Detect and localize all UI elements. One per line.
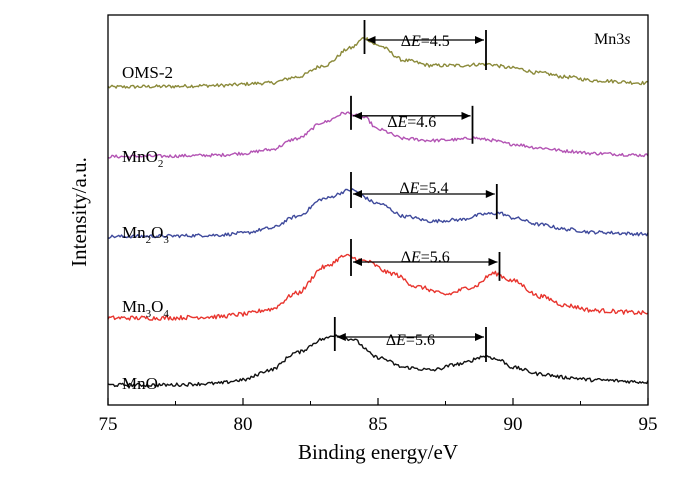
x-axis-title: Binding energy/eV — [298, 440, 458, 464]
x-tick-label: 75 — [99, 414, 118, 435]
series-label: OMS-2 — [122, 63, 173, 82]
series-label: MnO2 — [122, 147, 163, 170]
series-label-subscript: 3 — [163, 234, 169, 246]
series-label-part: Mn — [122, 223, 146, 242]
series-label-subscript: 4 — [163, 308, 169, 320]
spectra-layer — [107, 36, 649, 388]
x-tick-labels: 75 80 85 90 95 — [99, 414, 658, 435]
delta-e-label: ΔE=5.4 — [399, 180, 448, 197]
delta-e-symbol: E — [395, 332, 406, 349]
delta-e-symbol: E — [410, 249, 421, 266]
series-label-subscript: 3 — [146, 308, 152, 320]
corner-label: Mn3s — [594, 31, 630, 48]
delta-symbol: Δ — [401, 249, 411, 266]
arrowhead — [353, 190, 362, 198]
arrowhead — [488, 257, 498, 266]
arrowhead — [366, 36, 376, 44]
series-label: Mn2O3 — [122, 223, 169, 246]
x-tick-marks — [107, 398, 649, 405]
spectrum-line — [107, 188, 649, 239]
delta-e-label: ΔE=5.6 — [386, 332, 435, 349]
series-label-part: OMS-2 — [122, 63, 173, 82]
delta-symbol: Δ — [386, 332, 396, 349]
spectrum-line — [107, 36, 649, 89]
delta-e-label: ΔE=5.6 — [401, 249, 450, 266]
delta-e-value: =5.4 — [419, 180, 448, 197]
series-label-subscript: 2 — [146, 234, 152, 246]
delta-e-value: =4.5 — [421, 33, 450, 50]
series-label-part: MnO — [122, 147, 158, 166]
delta-e-symbol: E — [409, 180, 420, 197]
spectrum-line — [107, 111, 649, 159]
y-axis-title: Intensity/a.u. — [67, 157, 91, 267]
delta-e-value: =5.6 — [421, 249, 450, 266]
x-tick-label: 95 — [639, 414, 658, 435]
spectrum-line — [107, 253, 649, 321]
arrowhead — [336, 333, 346, 341]
x-tick-label: 90 — [504, 414, 523, 435]
x-tick-label: 85 — [369, 414, 388, 435]
plot-frame — [107, 14, 649, 406]
series-label: MnO — [122, 374, 158, 393]
corner-label-main: Mn3 — [594, 31, 624, 48]
arrowhead — [475, 36, 484, 44]
corner-label-italic: s — [624, 31, 630, 48]
arrowhead — [461, 111, 471, 120]
series-label-part: Mn — [122, 297, 146, 316]
series-label: Mn3O4 — [122, 297, 169, 320]
series-label-subscript: 2 — [158, 158, 164, 170]
delta-symbol: Δ — [401, 33, 411, 50]
spectrum-line — [107, 334, 649, 388]
delta-e-symbol: E — [410, 33, 421, 50]
delta-e-annotations: ΔE=4.5ΔE=4.6ΔE=5.4ΔE=5.6ΔE=5.6 — [333, 20, 501, 362]
series-label-part: O — [151, 297, 163, 316]
arrowhead — [485, 190, 495, 198]
arrowhead — [475, 333, 484, 341]
arrowhead — [353, 257, 362, 266]
delta-e-label: ΔE=4.6 — [387, 114, 436, 131]
delta-symbol: Δ — [399, 180, 409, 197]
delta-e-symbol: E — [396, 114, 407, 131]
delta-symbol: Δ — [387, 114, 397, 131]
series-label-part: MnO — [122, 374, 158, 393]
x-tick-label: 80 — [234, 414, 253, 435]
delta-e-label: ΔE=4.5 — [401, 33, 450, 50]
delta-e-value: =5.6 — [406, 332, 435, 349]
series-label-part: O — [151, 223, 163, 242]
arrowhead — [353, 111, 362, 120]
delta-e-value: =4.6 — [407, 114, 436, 131]
